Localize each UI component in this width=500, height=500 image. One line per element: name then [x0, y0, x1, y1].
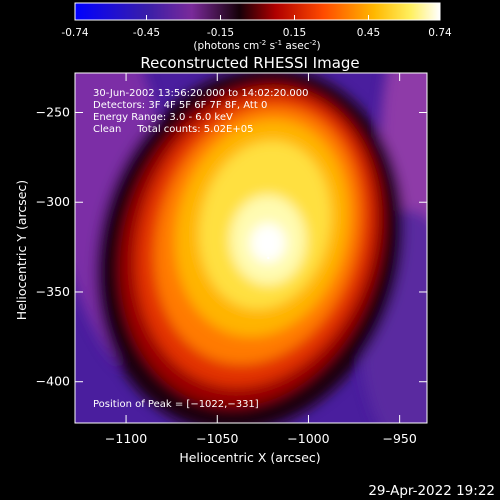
x-axis: −1100 −1050 −1000 −950 [105, 73, 417, 446]
footer-timestamp: 29-Apr-2022 19:22 [368, 483, 495, 499]
annotations: 30-Jun-2002 13:56:20.000 to 14:02:20.000… [93, 88, 309, 410]
x-tick-label: −1050 [196, 431, 238, 446]
colorbar-ticks [74, 15, 441, 20]
colorbar-tick-label: 0.45 [357, 27, 380, 39]
colorbar-tick-label: -0.15 [207, 27, 234, 39]
colorbar-tick-label: 0.15 [283, 27, 306, 39]
chart-title: Reconstructed RHESSI Image [140, 54, 359, 72]
y-tick-label: −300 [36, 194, 70, 209]
annotation-peak-position: Position of Peak = [−1022,−331] [93, 399, 259, 410]
x-tick-label: −1100 [105, 431, 147, 446]
plot-frame [74, 72, 428, 424]
colorbar-tick-label: -0.74 [61, 27, 88, 39]
y-axis: −250 −300 −350 −400 [36, 104, 427, 389]
peak-marker [267, 256, 270, 260]
colorbar-gradient [74, 2, 441, 21]
colorbar: -0.74 -0.45 -0.15 0.15 0.45 0.74 (photons cm-… [61, 2, 452, 52]
x-axis-label: Heliocentric X (arcsec) [179, 450, 320, 465]
annotation-energy-range: Energy Range: 3.0 - 6.0 keV [93, 112, 233, 123]
colorbar-unit-label: (photons cm-2 s-1 asec-2) [193, 39, 320, 52]
x-tick-label: −950 [382, 431, 416, 446]
colorbar-tick-labels: -0.74 -0.45 -0.15 0.15 0.45 0.74 [61, 27, 452, 39]
y-tick-label: −350 [36, 284, 70, 299]
y-tick-label: −400 [36, 374, 70, 389]
heatmap-image [75, 73, 427, 423]
colorbar-tick-label: -0.45 [133, 27, 160, 39]
y-tick-label: −250 [36, 104, 70, 119]
colorbar-tick-label: 0.74 [428, 27, 452, 39]
annotation-clean-counts: Clean Total counts: 5.02E+05 [93, 124, 253, 135]
annotation-time-range: 30-Jun-2002 13:56:20.000 to 14:02:20.000 [93, 88, 309, 99]
y-axis-label: Heliocentric Y (arcsec) [14, 180, 29, 320]
x-tick-label: −1000 [287, 431, 329, 446]
annotation-detectors: Detectors: 3F 4F 5F 6F 7F 8F, Att 0 [93, 100, 267, 111]
